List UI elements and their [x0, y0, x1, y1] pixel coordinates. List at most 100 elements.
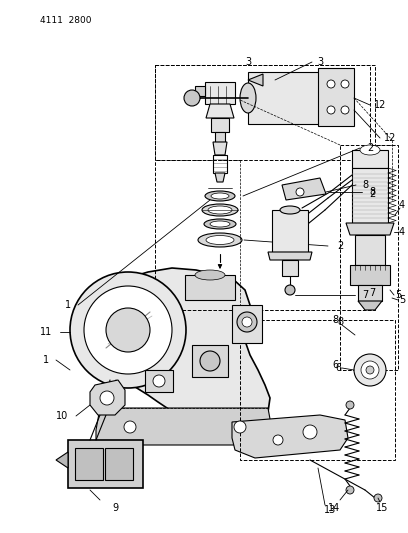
Text: 4: 4 — [399, 200, 405, 210]
Circle shape — [361, 361, 379, 379]
Ellipse shape — [204, 219, 236, 229]
Polygon shape — [90, 380, 125, 415]
Circle shape — [200, 351, 220, 371]
Polygon shape — [232, 415, 348, 458]
Circle shape — [184, 90, 200, 106]
Bar — [68, 440, 143, 488]
Circle shape — [354, 354, 386, 386]
Bar — [155, 65, 370, 160]
Text: 8: 8 — [362, 180, 368, 190]
Ellipse shape — [208, 206, 232, 214]
Text: 5: 5 — [395, 290, 401, 300]
Text: 13: 13 — [324, 505, 336, 515]
Circle shape — [374, 494, 382, 502]
Text: 12: 12 — [374, 100, 386, 110]
Bar — [215, 132, 225, 142]
Text: 11: 11 — [40, 327, 52, 337]
Text: 4111  2800: 4111 2800 — [40, 16, 91, 25]
Polygon shape — [215, 173, 225, 182]
Bar — [192, 345, 228, 377]
Polygon shape — [206, 104, 234, 118]
Bar — [318, 68, 354, 126]
Bar — [205, 82, 235, 104]
Polygon shape — [248, 74, 263, 86]
Ellipse shape — [206, 236, 234, 245]
Bar — [211, 118, 229, 132]
Bar — [75, 448, 103, 480]
Bar — [352, 150, 388, 168]
Bar — [355, 235, 385, 265]
Text: 8: 8 — [369, 187, 375, 197]
Bar — [350, 265, 390, 285]
Text: 7: 7 — [362, 290, 368, 300]
Bar — [240, 320, 395, 460]
Bar — [352, 168, 388, 223]
Polygon shape — [358, 301, 382, 310]
Text: 9: 9 — [112, 503, 118, 513]
Ellipse shape — [240, 83, 256, 113]
Circle shape — [106, 308, 150, 352]
Circle shape — [237, 312, 257, 332]
Bar — [248, 72, 320, 124]
Text: 6: 6 — [332, 360, 338, 370]
Circle shape — [100, 391, 114, 405]
Circle shape — [285, 285, 295, 295]
Circle shape — [303, 425, 317, 439]
Circle shape — [153, 375, 165, 387]
Circle shape — [346, 486, 354, 494]
Circle shape — [366, 366, 374, 374]
Text: 5: 5 — [399, 295, 405, 305]
Bar — [185, 275, 235, 300]
Text: 3: 3 — [317, 57, 323, 67]
Circle shape — [124, 421, 136, 433]
Polygon shape — [213, 142, 227, 155]
Circle shape — [273, 435, 283, 445]
Circle shape — [346, 401, 354, 409]
Bar — [272, 210, 308, 252]
Ellipse shape — [198, 233, 242, 247]
Polygon shape — [268, 252, 312, 260]
Text: 3: 3 — [245, 57, 251, 67]
Text: 1: 1 — [65, 300, 71, 310]
Polygon shape — [94, 268, 270, 430]
Text: 10: 10 — [56, 411, 68, 421]
Text: 7: 7 — [369, 288, 375, 298]
Polygon shape — [282, 178, 326, 200]
Ellipse shape — [202, 204, 238, 216]
Bar — [232, 305, 262, 343]
Circle shape — [327, 80, 335, 88]
Bar — [145, 370, 173, 392]
Text: 6: 6 — [335, 363, 341, 373]
Polygon shape — [56, 452, 68, 468]
Ellipse shape — [195, 270, 225, 280]
Circle shape — [242, 317, 252, 327]
Text: 1: 1 — [43, 355, 49, 365]
Bar — [105, 448, 133, 480]
Circle shape — [341, 80, 349, 88]
Polygon shape — [195, 86, 205, 96]
Ellipse shape — [205, 191, 235, 201]
Circle shape — [296, 188, 304, 196]
Ellipse shape — [360, 145, 380, 155]
Ellipse shape — [280, 206, 300, 214]
Bar — [358, 285, 382, 301]
Bar — [155, 65, 375, 310]
Text: 2: 2 — [337, 241, 343, 251]
Ellipse shape — [211, 193, 229, 199]
Polygon shape — [96, 408, 272, 445]
Text: 15: 15 — [376, 503, 388, 513]
Bar — [282, 260, 298, 276]
Text: 12: 12 — [384, 133, 396, 143]
Text: 14: 14 — [328, 503, 340, 513]
Text: 8: 8 — [337, 317, 343, 327]
Polygon shape — [346, 223, 394, 235]
Circle shape — [341, 106, 349, 114]
Circle shape — [327, 106, 335, 114]
Circle shape — [70, 272, 186, 388]
Ellipse shape — [210, 221, 230, 227]
Bar — [340, 145, 398, 370]
Circle shape — [84, 286, 172, 374]
Text: 2: 2 — [367, 143, 373, 153]
Text: 8: 8 — [332, 315, 338, 325]
Text: 4: 4 — [399, 227, 405, 237]
